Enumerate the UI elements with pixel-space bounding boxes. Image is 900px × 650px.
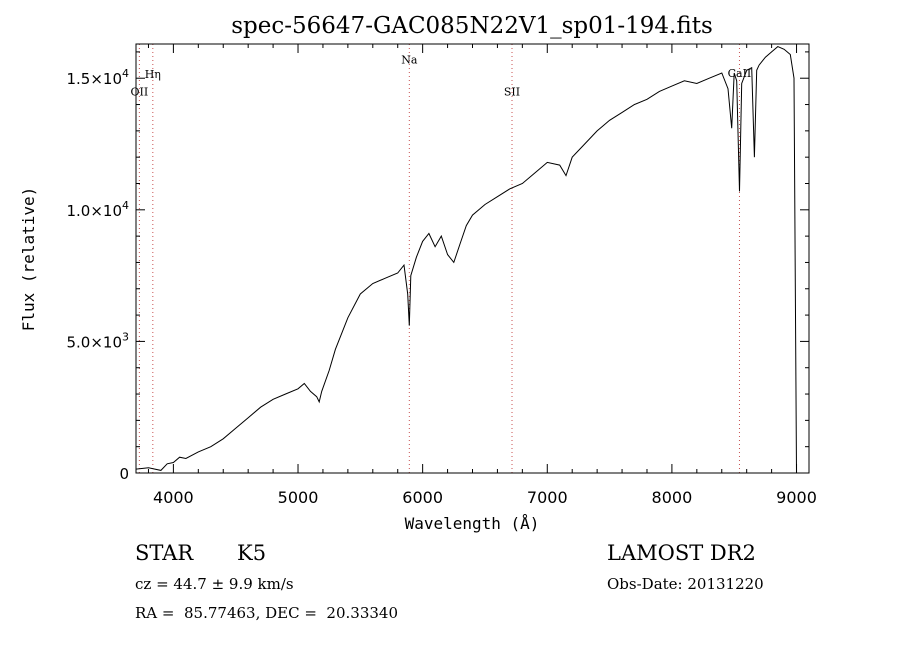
spectrum-series <box>135 46 797 474</box>
x-axis-label: Wavelength (Å) <box>405 514 540 533</box>
survey-name: LAMOST DR2 <box>607 541 756 565</box>
y-tick-label: 5.0×103 <box>66 330 129 351</box>
line-label-OII: OII <box>131 85 149 98</box>
chart-title: spec-56647-GAC085N22V1_sp01-194.fits <box>231 13 713 39</box>
redshift-velocity: cz = 44.7 ± 9.9 km/s <box>135 575 294 593</box>
observation-date: Obs-Date: 20131220 <box>607 575 764 593</box>
spectrum-line <box>135 46 797 474</box>
coordinates: RA = 85.77463, DEC = 20.33340 <box>135 604 399 622</box>
object-type: STAR <box>135 541 194 565</box>
y-tick-label: 0 <box>119 465 129 483</box>
line-label-CaII: CaII <box>728 67 752 80</box>
line-label-Hη: Hη <box>145 68 161 81</box>
subclass: K5 <box>237 541 267 565</box>
x-tick-label: 8000 <box>652 488 693 507</box>
line-label-Na: Na <box>401 54 418 67</box>
x-tick-label: 6000 <box>402 488 443 507</box>
x-tick-label: 9000 <box>776 488 817 507</box>
x-tick-label: 7000 <box>527 488 568 507</box>
axis-ticks: 4000 5000 6000 7000 8000 9000 0 5.0×103 1.0×104 1… <box>66 44 817 507</box>
emission-line-markers: OII Hη Na SII CaII <box>131 44 752 473</box>
y-axis-label: Flux (relative) <box>19 187 38 332</box>
line-label-SII: SII <box>504 85 520 98</box>
x-tick-label: 4000 <box>153 488 194 507</box>
y-tick-label: 1.5×104 <box>66 67 129 88</box>
y-tick-label: 1.0×104 <box>66 199 129 220</box>
plot-frame <box>135 43 810 474</box>
x-tick-label: 5000 <box>278 488 319 507</box>
